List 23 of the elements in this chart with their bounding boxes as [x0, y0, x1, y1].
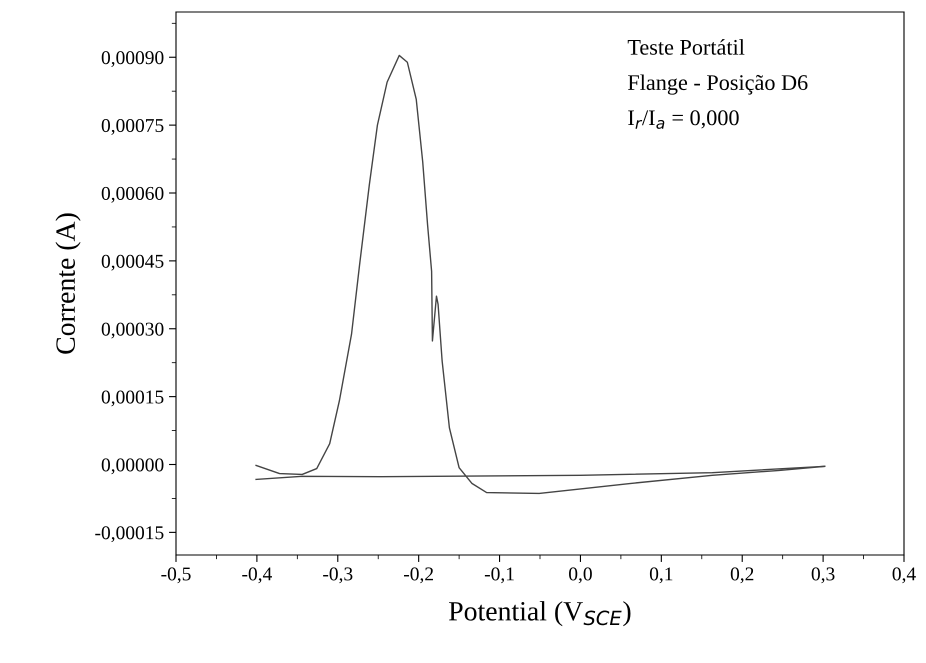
x-tick-label: 0,2 [730, 567, 754, 584]
x-tick-label: 0,1 [650, 567, 672, 584]
y-tick-label: 0,00000 [102, 458, 164, 474]
y-tick-label: 0,00030 [102, 322, 164, 338]
x-tick-label: -0,2 [404, 567, 433, 584]
x-tick-label: 0,3 [812, 567, 835, 584]
y-tick-label: 0,00045 [102, 254, 164, 271]
x-tick-label: -0,1 [484, 567, 514, 584]
x-axis-title: Potential (V$_{SCE}$) [448, 601, 630, 626]
annotation: Teste Portátil [628, 39, 744, 55]
x-tick-label: -0,5 [161, 567, 191, 584]
annotation: I$_{r}$/I$_{a}$ = 0,000 [628, 110, 739, 129]
y-tick-label: 0,00075 [102, 118, 164, 135]
x-tick-label: 0,4 [892, 567, 916, 584]
y-axis-title: Corrente (A) [55, 213, 81, 354]
y-tick-label: -0,00015 [95, 526, 164, 542]
annotation: Flange - Posição D6 [628, 74, 808, 95]
x-tick-label: -0,3 [323, 567, 352, 584]
y-tick-label: 0,00060 [102, 186, 164, 203]
y-tick-label: 0,00015 [102, 390, 164, 406]
x-tick-label: -0,4 [242, 567, 272, 584]
y-tick-label: 0,00090 [102, 51, 164, 67]
x-tick-label: 0,0 [569, 567, 592, 584]
